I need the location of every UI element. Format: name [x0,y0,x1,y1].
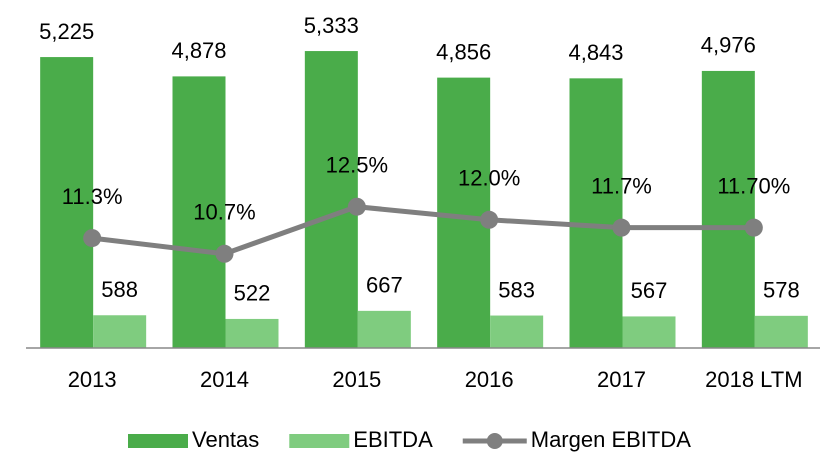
data-label: 578 [763,278,800,303]
data-label: 588 [101,277,138,302]
line-marker [612,218,631,237]
bar [622,316,676,348]
legend-swatch [128,434,188,448]
data-label: 4,976 [701,33,756,58]
data-label: 12.0% [458,166,520,191]
data-label: 4,843 [568,40,623,65]
bar [754,315,808,348]
legend-label: Margen EBITDA [531,427,691,452]
data-label: 4,856 [436,39,491,64]
data-label: 522 [234,281,271,306]
x-tick-label: 2014 [200,367,249,392]
data-label: 11.7% [591,173,652,198]
data-label: 11.70% [717,173,790,198]
x-tick-label: 2018 LTM [705,367,802,392]
bar [304,51,358,348]
x-tick-label: 2015 [332,367,381,392]
data-label: 12.5% [326,153,388,178]
bar [40,57,94,349]
data-label: 10.7% [193,200,255,225]
bar [357,310,411,348]
line-marker [744,218,763,237]
legend-label: Ventas [192,427,259,452]
bar [93,315,147,348]
data-label: 567 [631,278,668,303]
data-label: 5,225 [39,19,94,44]
bar [701,70,755,349]
line-marker [480,210,499,229]
data-label: 667 [366,273,403,298]
bar [490,315,544,348]
data-label: 583 [498,277,535,302]
legend-marker [486,433,503,449]
line-marker [347,197,366,216]
bar [437,77,491,348]
x-tick-label: 2013 [68,367,117,392]
line-marker [83,229,102,248]
data-label: 5,333 [304,13,359,38]
x-tick-label: 2017 [597,367,646,392]
legend-label: EBITDA [353,427,433,452]
line-marker [215,244,234,263]
line [91,204,754,257]
bar [569,78,623,348]
data-label: 11.3% [62,184,123,209]
bar [172,76,226,349]
data-label: 4,878 [171,38,226,63]
x-tick-label: 2016 [465,367,514,392]
legend-swatch [289,434,350,448]
bar [225,318,279,348]
